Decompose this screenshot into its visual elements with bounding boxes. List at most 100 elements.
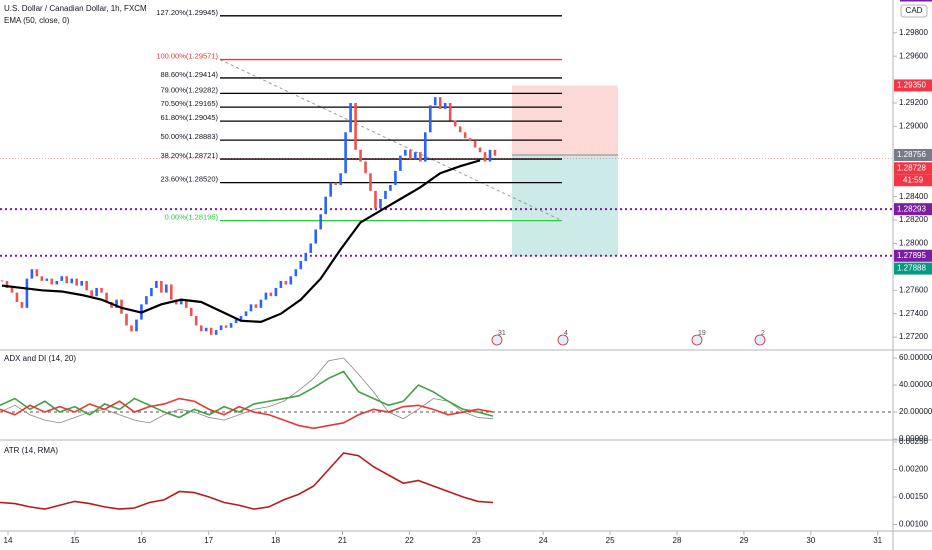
currency-label[interactable]: CAD [906, 6, 923, 15]
currency-button[interactable] [900, 4, 928, 18]
x-tick-label: 18 [271, 536, 280, 545]
x-tick-label: 29 [739, 536, 748, 545]
candle [379, 198, 382, 209]
candle [150, 287, 153, 297]
candle [264, 292, 268, 300]
candle [483, 152, 487, 162]
candle [374, 190, 377, 209]
candle [189, 307, 193, 317]
candle [5, 280, 9, 288]
fib-label: 50.00%(1.28883) [160, 132, 218, 141]
x-tick-label: 21 [338, 536, 347, 545]
indicator-line [0, 370, 494, 419]
target-zone [512, 154, 618, 257]
candle [204, 327, 208, 332]
ema-line [1, 159, 481, 324]
candle [70, 278, 74, 284]
candle [269, 292, 273, 297]
event-icon [491, 334, 503, 346]
x-tick-label: 22 [405, 536, 414, 545]
candle [339, 173, 342, 185]
candle [10, 287, 14, 293]
candle [254, 304, 258, 308]
candle [30, 269, 34, 279]
candle [423, 132, 427, 162]
candle [279, 280, 283, 288]
candle [414, 152, 417, 160]
event-count: 4 [564, 330, 568, 337]
target-badge [894, 262, 932, 275]
candle [314, 229, 318, 244]
candle [170, 284, 173, 300]
x-tick-label: 30 [806, 536, 815, 545]
fib-label: 100.00%(1.29571) [156, 52, 218, 61]
event-icon [691, 334, 703, 346]
candle [95, 287, 98, 297]
y-tick-label: 0.00000 [899, 434, 928, 443]
candle [448, 103, 452, 121]
candle [35, 269, 39, 277]
fib-label: 0.00%(1.28195) [165, 213, 219, 222]
y-tick-label: 0.00150 [899, 492, 928, 501]
candle [458, 126, 462, 133]
indicator-line [0, 357, 494, 424]
indicator-title: ATR (14, RMA) [4, 446, 58, 455]
candle [329, 182, 332, 197]
candle [155, 280, 158, 288]
event-icon [557, 334, 569, 346]
candle [55, 280, 59, 285]
candle [359, 149, 362, 162]
candle [438, 97, 442, 109]
y-tick-label: 20.00000 [899, 407, 932, 416]
stop-badge [894, 79, 932, 92]
candle [145, 296, 148, 305]
candle [404, 149, 407, 156]
y-tick-label: 1.27600 [899, 285, 928, 294]
candle [209, 327, 213, 335]
y-tick-label: 1.28200 [899, 215, 928, 224]
x-tick-label: 14 [4, 536, 13, 545]
candle [45, 278, 49, 281]
event-count: 19 [698, 330, 706, 337]
y-tick-label: 0.00250 [899, 437, 928, 446]
y-tick-label: 1.29600 [899, 51, 928, 60]
candle [488, 149, 492, 162]
candle [40, 276, 44, 281]
candle [179, 299, 183, 305]
indicator-line [0, 397, 494, 430]
candle [473, 140, 477, 148]
candle [284, 280, 288, 285]
candle [50, 278, 54, 285]
event-count: 2 [761, 330, 765, 337]
candle [369, 173, 372, 191]
candle [354, 103, 357, 150]
x-tick-label: 31 [873, 536, 882, 545]
candle [478, 147, 482, 153]
fib-label: 127.20%(1.29945) [156, 8, 218, 17]
y-tick-label: 40.00000 [899, 380, 932, 389]
candle [60, 276, 64, 281]
x-tick-label: 16 [137, 536, 146, 545]
candle [75, 278, 78, 286]
level-badge [894, 203, 932, 216]
event-count: 31 [498, 330, 506, 337]
x-tick-label: 15 [70, 536, 79, 545]
candle [274, 287, 278, 297]
y-tick-label: 1.29000 [899, 122, 928, 131]
candle [174, 299, 178, 305]
candle [90, 290, 93, 297]
candle [219, 325, 223, 331]
candle [15, 292, 19, 303]
fib-label: 38.20%(1.28721) [160, 151, 218, 160]
candle [409, 149, 412, 160]
fib-label: 61.80%(1.29045) [160, 113, 218, 122]
indicator-title: ADX and DI (14, 20) [4, 354, 76, 363]
fib-label: 70.50%(1.29165) [160, 99, 218, 108]
indicator-title: EMA (50, close, 0) [4, 16, 70, 25]
candle [468, 138, 472, 141]
indicator-line [0, 452, 494, 510]
y-tick-label: 1.28000 [899, 239, 928, 248]
candle [184, 299, 188, 308]
candle [25, 278, 29, 308]
